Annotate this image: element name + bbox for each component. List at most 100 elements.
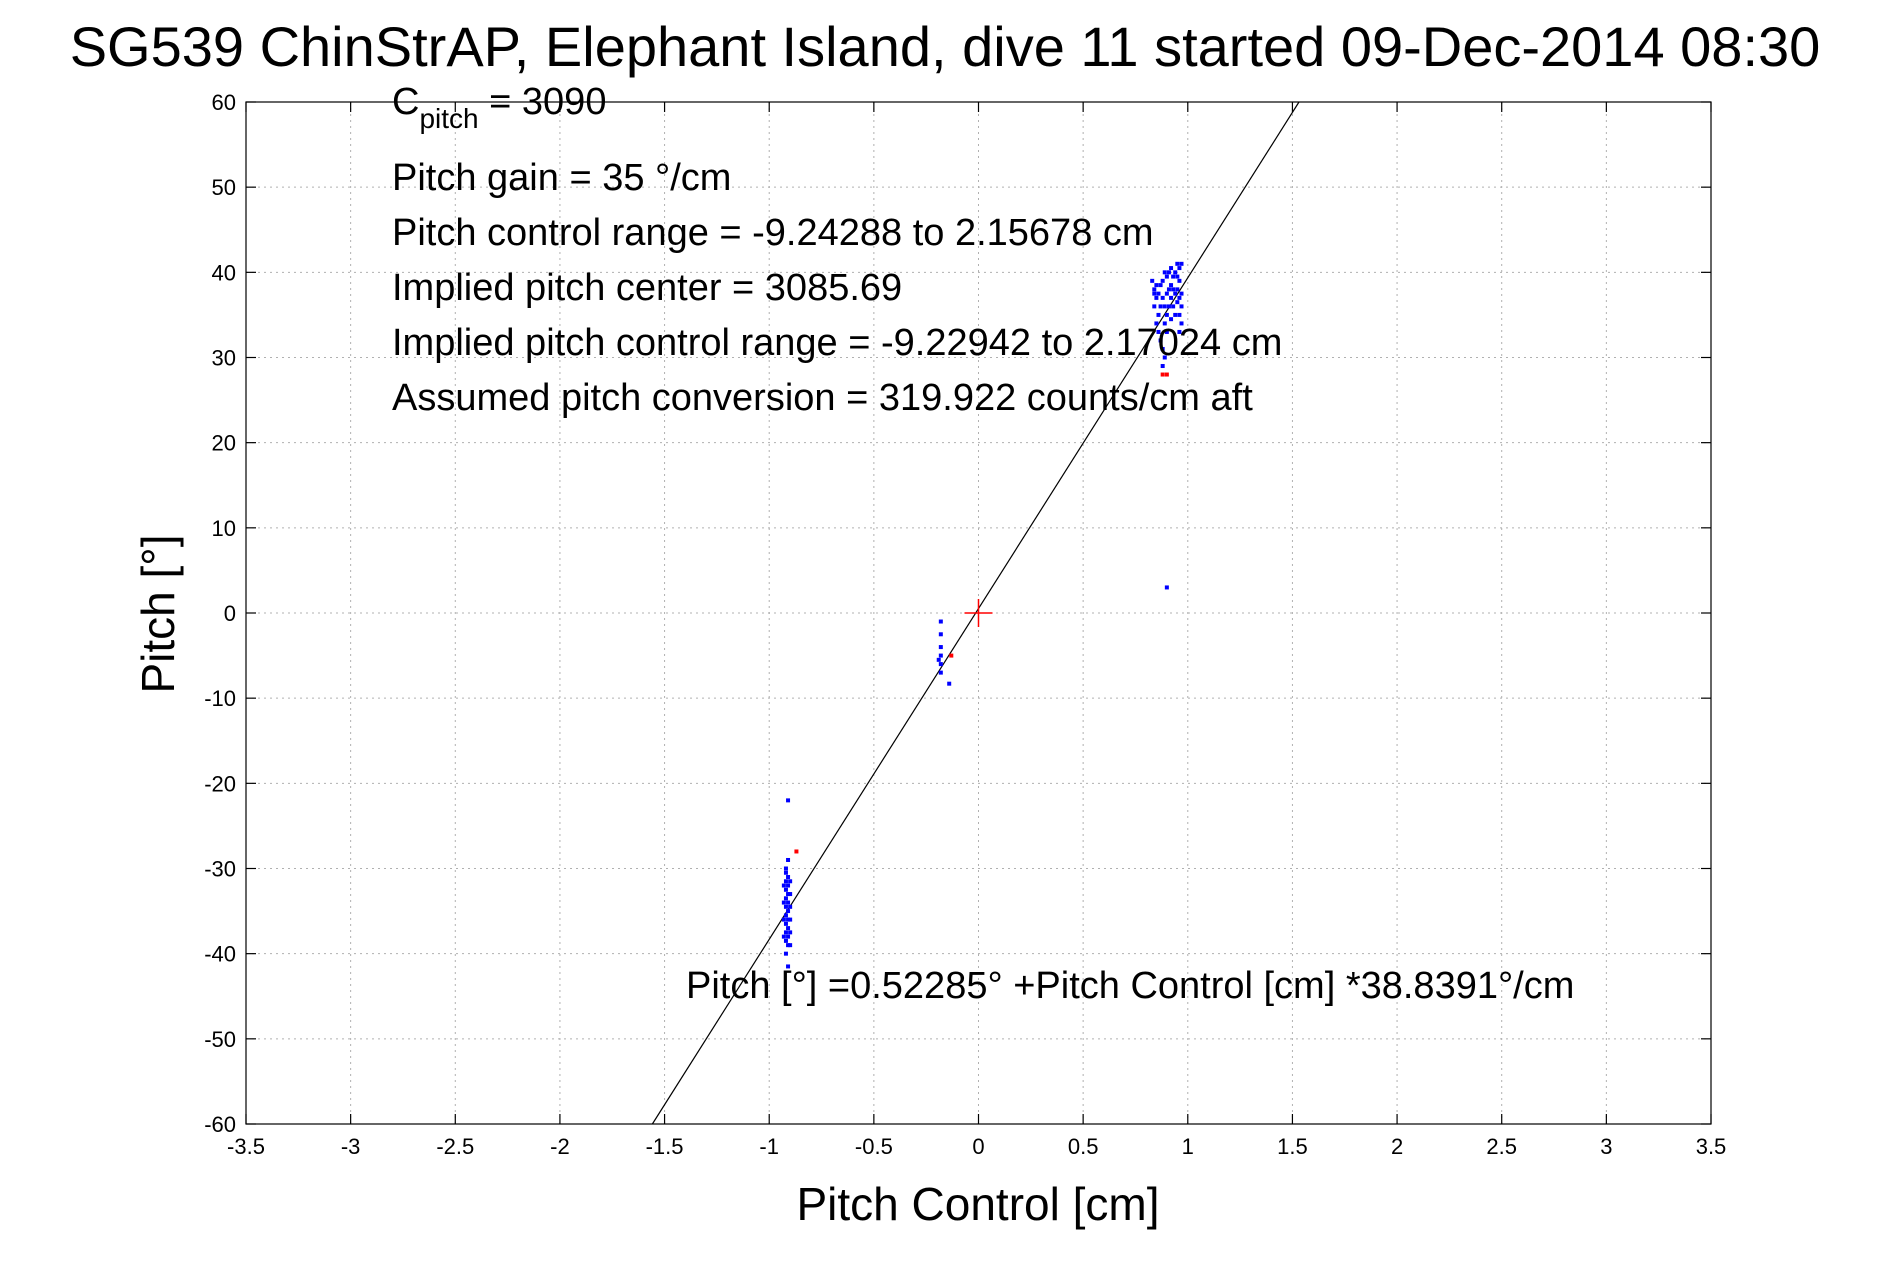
data-point: [947, 681, 952, 686]
data-point: [1152, 304, 1157, 309]
x-tick-labels: -3.5 -3 -2.5 -2 -1.5 -1 -0.5 0 0.5 1 1.5 2 2.5 3 3.5: [227, 1134, 1726, 1159]
data-point: [1179, 321, 1184, 326]
data-point: [781, 934, 786, 939]
c-pitch-main: C: [392, 81, 419, 123]
data-point: [1158, 338, 1163, 343]
data-point: [1156, 291, 1161, 296]
x-tick-label: 2.5: [1486, 1134, 1517, 1159]
x-tick-label: 0.5: [1068, 1134, 1099, 1159]
data-point: [788, 930, 793, 935]
data-point: [1156, 329, 1161, 334]
data-point: [1164, 585, 1169, 590]
data-point: [938, 619, 943, 624]
data-point: [1171, 304, 1176, 309]
data-point: [781, 900, 786, 905]
c-pitch-subscript: pitch: [419, 103, 478, 134]
data-point: [1177, 278, 1182, 283]
data-point: [949, 653, 954, 658]
y-tick-label: -20: [204, 771, 236, 796]
x-tick-label: -3: [341, 1134, 361, 1159]
data-point: [1169, 317, 1174, 322]
data-point: [1166, 304, 1171, 309]
x-tick-label: 1.5: [1277, 1134, 1308, 1159]
x-tick-label: 0: [972, 1134, 984, 1159]
y-tick-label: -60: [204, 1112, 236, 1137]
x-tick-label: 1: [1182, 1134, 1194, 1159]
data-point: [1177, 266, 1182, 271]
data-point: [1164, 372, 1169, 377]
y-tick-label: -50: [204, 1027, 236, 1052]
data-point: [1154, 321, 1159, 326]
data-point: [1175, 261, 1180, 266]
data-point: [1164, 312, 1169, 317]
data-point: [1154, 295, 1159, 300]
data-point: [781, 917, 786, 922]
data-point: [1177, 329, 1182, 334]
data-point: [783, 921, 788, 926]
data-point: [1152, 291, 1157, 296]
data-point: [1158, 283, 1163, 288]
data-point: [788, 943, 793, 948]
x-tick-label: -0.5: [855, 1134, 893, 1159]
data-point: [786, 964, 791, 969]
data-point: [1160, 372, 1165, 377]
data-point: [786, 909, 791, 914]
data-point: [1162, 321, 1167, 326]
data-point: [786, 943, 791, 948]
data-point: [1152, 287, 1157, 292]
data-point: [786, 934, 791, 939]
data-point: [1169, 266, 1174, 271]
x-tick-label: -3.5: [227, 1134, 265, 1159]
data-point: [1175, 300, 1180, 305]
data-point: [788, 892, 793, 897]
x-tick-label: -2: [550, 1134, 570, 1159]
data-point: [1154, 283, 1159, 288]
data-point: [1160, 278, 1165, 283]
c-pitch-annotation: Cpitch = 3090: [392, 81, 606, 134]
data-point: [783, 866, 788, 871]
x-tick-label: 2: [1391, 1134, 1403, 1159]
assumed-pitch-conversion-annotation: Assumed pitch conversion = 319.922 count…: [392, 377, 1253, 419]
fit-equation-annotation: Pitch [°] =0.52285° +Pitch Control [cm] …: [686, 965, 1574, 1007]
y-axis-label: Pitch [°]: [132, 534, 184, 693]
data-point: [1164, 329, 1169, 334]
data-point: [1160, 295, 1165, 300]
data-point: [1173, 270, 1178, 275]
data-point: [786, 926, 791, 931]
x-axis-label: Pitch Control [cm]: [797, 1178, 1160, 1230]
data-point: [788, 904, 793, 909]
implied-pitch-control-range-annotation: Implied pitch control range = -9.22942 t…: [392, 322, 1282, 364]
data-point: [1160, 364, 1165, 369]
data-point: [786, 900, 791, 905]
data-point: [781, 883, 786, 888]
data-points: [781, 261, 1184, 969]
x-tick-label: 3.5: [1696, 1134, 1727, 1159]
y-tick-label: 60: [212, 90, 236, 115]
data-point: [1166, 287, 1171, 292]
data-point: [783, 913, 788, 918]
data-point: [783, 870, 788, 875]
data-point: [938, 662, 943, 667]
x-tick-label: 3: [1600, 1134, 1612, 1159]
data-point: [1173, 291, 1178, 296]
data-point: [1177, 295, 1182, 300]
y-tick-label: 30: [212, 346, 236, 371]
data-point: [783, 904, 788, 909]
data-point: [1179, 261, 1184, 266]
data-point: [1169, 295, 1174, 300]
y-tick-label: -10: [204, 686, 236, 711]
data-point: [938, 632, 943, 637]
y-tick-label: 20: [212, 431, 236, 456]
data-point: [938, 653, 943, 658]
data-point: [1160, 346, 1165, 351]
data-point: [1177, 312, 1182, 317]
data-point: [1164, 274, 1169, 279]
data-point: [1175, 287, 1180, 292]
data-point: [786, 857, 791, 862]
data-point: [1162, 304, 1167, 309]
y-tick-label: -40: [204, 942, 236, 967]
y-tick-labels: -60 -50 -40 -30 -20 -10 0 10 20 30 40 50 60: [204, 90, 236, 1137]
data-point: [1150, 278, 1155, 283]
data-point: [1179, 304, 1184, 309]
